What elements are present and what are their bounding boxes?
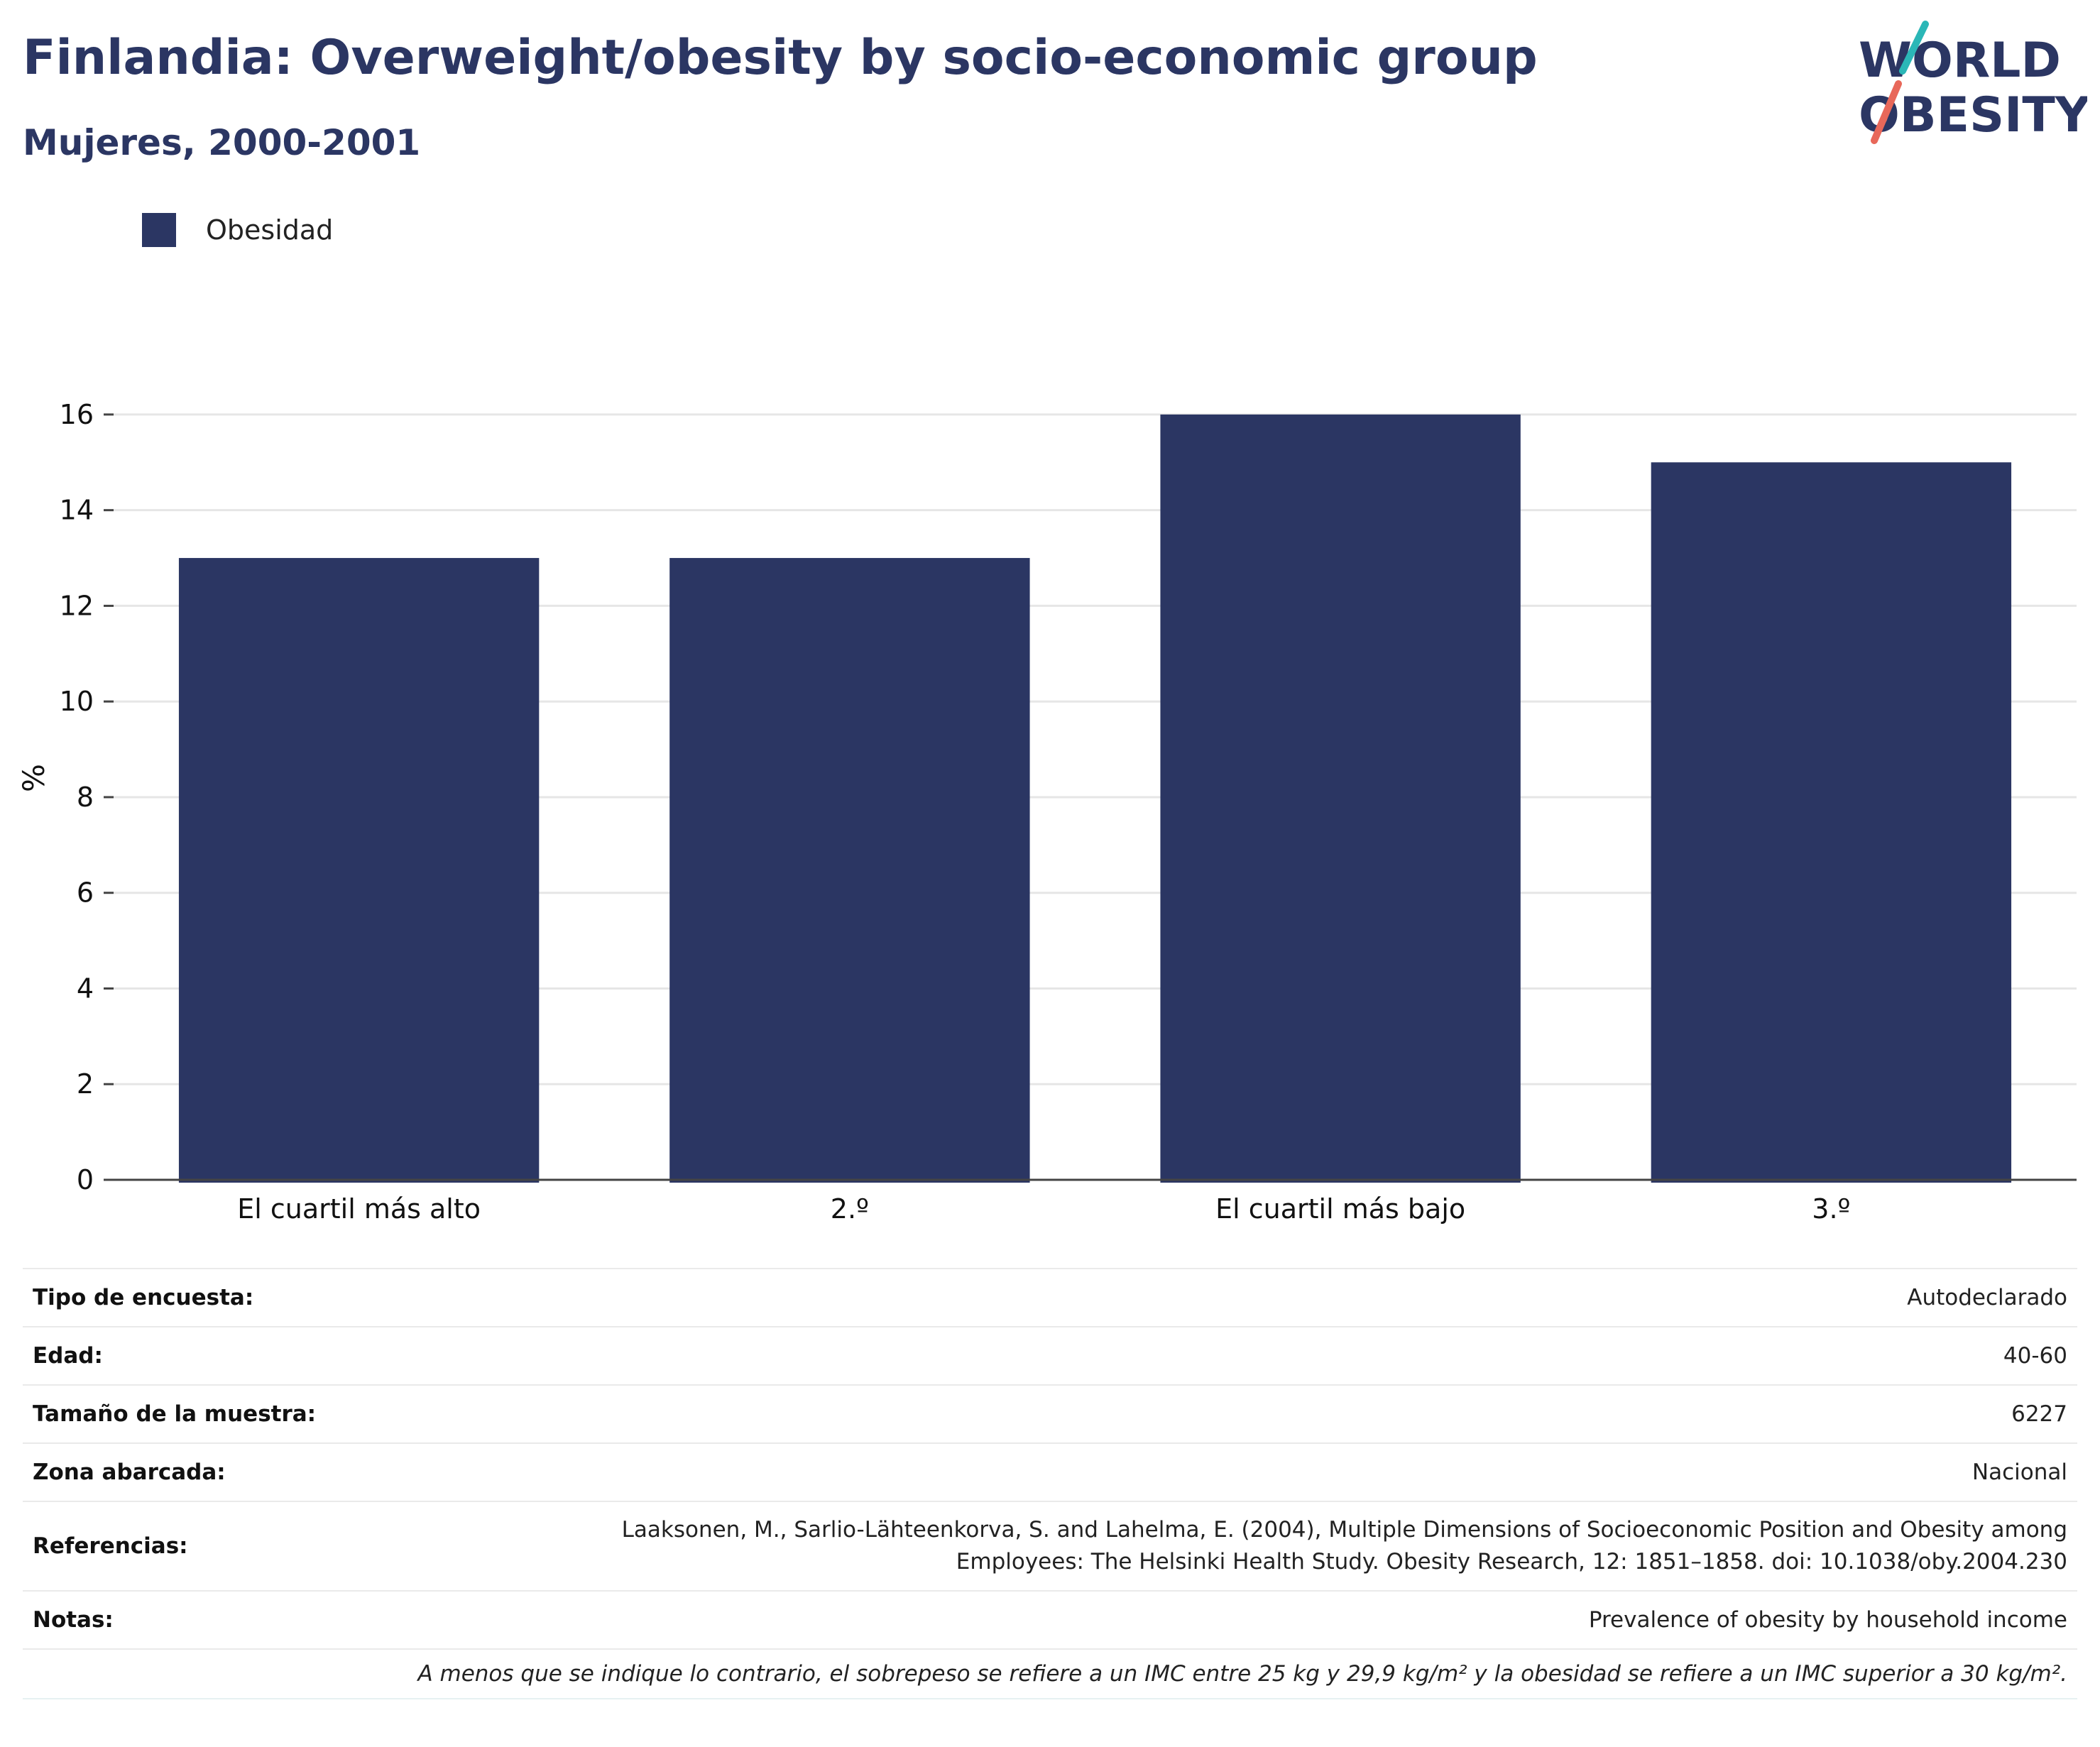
x-tick-label-2: El cuartil más bajo: [1215, 1193, 1465, 1225]
y-tick-label-10: 10: [60, 686, 94, 717]
legend: Obesidad: [142, 212, 333, 248]
logo-slash-red: [1871, 80, 1902, 144]
x-tick-labels: El cuartil más alto 2.º El cuartil más baj…: [237, 1193, 1850, 1225]
y-axis-title: %: [16, 764, 51, 792]
bars: [178, 414, 2012, 1183]
chart-subtitle: Mujeres, 2000-2001: [23, 122, 421, 163]
survey-info-table: Tipo de encuesta: Autodeclarado Edad: 40…: [23, 1268, 2077, 1699]
notes-value: Prevalence of obesity by household incom…: [375, 1590, 2077, 1649]
age-value: 40-60: [375, 1326, 2077, 1385]
references-label: Referencias:: [23, 1501, 376, 1591]
y-tick-label-6: 6: [77, 877, 94, 909]
survey-type-label: Tipo de encuesta:: [23, 1268, 376, 1327]
info-row-notes: Notas: Prevalence of obesity by househol…: [23, 1590, 2077, 1649]
y-tick-label-14: 14: [60, 495, 94, 526]
x-tick-label-1: 2.º: [831, 1193, 869, 1225]
footnote-text: A menos que se indique lo contrario, el …: [23, 1648, 2077, 1699]
y-tick-labels: 0 2 4 6 8 10 12 14 16: [60, 399, 114, 1195]
y-tick-label-16: 16: [60, 399, 94, 430]
info-row-references: Referencias: Laaksonen, M., Sarlio-Lähte…: [23, 1501, 2077, 1591]
y-tick-label-12: 12: [60, 590, 94, 621]
sample-size-label: Tamaño de la muestra:: [23, 1384, 376, 1443]
bar-2: [1160, 414, 1521, 1183]
info-row-survey-type: Tipo de encuesta: Autodeclarado: [23, 1268, 2077, 1327]
logo-text-world: WORLD: [1859, 33, 2061, 89]
area-value: Nacional: [375, 1442, 2077, 1501]
references-line-2: Employees: The Helsinki Health Study. Ob…: [956, 1549, 2067, 1575]
bar-3: [1651, 462, 2012, 1183]
info-row-footnote: A menos que se indique lo contrario, el …: [23, 1648, 2077, 1699]
y-tick-label-2: 2: [77, 1068, 94, 1100]
info-row-sample-size: Tamaño de la muestra: 6227: [23, 1384, 2077, 1443]
logo-slash-teal: [1899, 21, 1929, 75]
world-obesity-logo: WORLD OBESITY: [1859, 21, 2087, 144]
bar-1: [669, 558, 1030, 1183]
references-line-1: Laaksonen, M., Sarlio-Lähteenkorva, S. a…: [621, 1517, 2067, 1543]
legend-swatch-obesidad: [142, 213, 176, 247]
sample-size-value: 6227: [375, 1384, 2077, 1443]
notes-label: Notas:: [23, 1590, 376, 1649]
age-label: Edad:: [23, 1326, 376, 1385]
area-label: Zona abarcada:: [23, 1442, 376, 1501]
legend-label-obesidad: Obesidad: [206, 214, 334, 246]
info-row-age: Edad: 40-60: [23, 1326, 2077, 1385]
bar-0: [178, 558, 540, 1183]
y-tick-label-4: 4: [77, 973, 94, 1004]
chart-title: Finlandia: Overweight/obesity by socio-e…: [23, 30, 1538, 86]
references-value: Laaksonen, M., Sarlio-Lähteenkorva, S. a…: [375, 1501, 2077, 1591]
info-row-area: Zona abarcada: Nacional: [23, 1442, 2077, 1501]
y-tick-label-0: 0: [77, 1164, 94, 1195]
x-tick-label-0: El cuartil más alto: [237, 1193, 481, 1225]
y-tick-label-8: 8: [77, 782, 94, 813]
survey-type-value: Autodeclarado: [375, 1268, 2077, 1327]
x-tick-label-3: 3.º: [1812, 1193, 1850, 1225]
